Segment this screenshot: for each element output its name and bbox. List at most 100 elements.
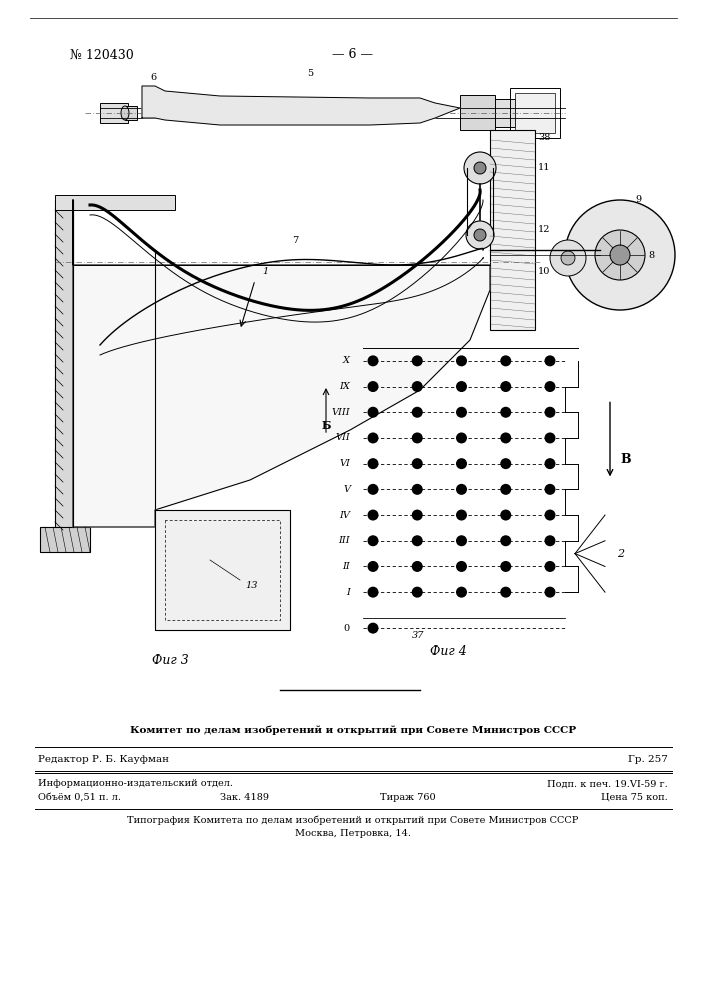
Text: I: I [346, 588, 350, 597]
Bar [510, 88, 560, 138]
Circle shape [501, 535, 511, 546]
Ellipse shape [121, 106, 129, 120]
Text: Б: Б [321, 420, 331, 431]
Circle shape [411, 432, 423, 443]
Bar [515, 93, 555, 133]
Circle shape [456, 381, 467, 392]
Bar [125, 106, 137, 120]
Text: 11: 11 [538, 163, 551, 172]
Circle shape [544, 458, 556, 469]
Circle shape [610, 245, 630, 265]
Bar [100, 103, 128, 123]
Circle shape [544, 587, 556, 598]
Circle shape [544, 484, 556, 495]
Circle shape [501, 432, 511, 443]
Text: III: III [339, 536, 350, 545]
Circle shape [544, 535, 556, 546]
Text: 0: 0 [344, 624, 350, 633]
Text: 1: 1 [262, 267, 268, 276]
Circle shape [565, 200, 675, 310]
Text: 5: 5 [307, 69, 313, 78]
Text: Объём 0,51 п. л.: Объём 0,51 п. л. [38, 792, 121, 802]
Text: Гр. 257: Гр. 257 [628, 754, 668, 764]
Circle shape [456, 458, 467, 469]
Circle shape [456, 510, 467, 521]
Polygon shape [155, 510, 290, 630]
Text: № 120430: № 120430 [70, 48, 134, 62]
Circle shape [368, 432, 378, 443]
Circle shape [464, 152, 496, 184]
Circle shape [456, 407, 467, 418]
Text: Москва, Петровка, 14.: Москва, Петровка, 14. [295, 828, 411, 838]
Circle shape [501, 355, 511, 366]
Circle shape [411, 407, 423, 418]
Text: 13: 13 [245, 580, 257, 589]
Text: Цена 75 коп.: Цена 75 коп. [601, 792, 668, 802]
Text: VII: VII [335, 433, 350, 442]
Polygon shape [142, 86, 460, 125]
Circle shape [501, 561, 511, 572]
Text: — 6 —: — 6 — [332, 48, 373, 62]
Circle shape [368, 561, 378, 572]
Polygon shape [73, 200, 490, 527]
Circle shape [456, 561, 467, 572]
Bar [495, 99, 515, 127]
Circle shape [561, 251, 575, 265]
Text: X: X [343, 356, 350, 365]
Circle shape [501, 381, 511, 392]
Circle shape [544, 432, 556, 443]
Circle shape [368, 623, 378, 634]
Circle shape [595, 230, 645, 280]
Text: Фиг 3: Фиг 3 [151, 654, 188, 666]
Circle shape [368, 587, 378, 598]
Circle shape [411, 535, 423, 546]
Text: 8: 8 [648, 250, 654, 259]
Text: Редактор Р. Б. Кауфман: Редактор Р. Б. Кауфман [38, 754, 169, 764]
Circle shape [501, 458, 511, 469]
Text: Тираж 760: Тираж 760 [380, 792, 436, 802]
Text: II: II [342, 562, 350, 571]
Circle shape [411, 510, 423, 521]
Circle shape [456, 355, 467, 366]
Text: Комитет по делам изобретений и открытий при Совете Министров СССР: Комитет по делам изобретений и открытий … [130, 725, 576, 735]
Circle shape [411, 458, 423, 469]
Circle shape [411, 484, 423, 495]
Circle shape [368, 381, 378, 392]
Circle shape [501, 587, 511, 598]
Text: IX: IX [339, 382, 350, 391]
Circle shape [368, 484, 378, 495]
Circle shape [550, 240, 586, 276]
Text: Зак. 4189: Зак. 4189 [220, 792, 269, 802]
Text: 6: 6 [150, 73, 156, 82]
Circle shape [466, 221, 494, 249]
Circle shape [544, 381, 556, 392]
Circle shape [544, 355, 556, 366]
Circle shape [411, 561, 423, 572]
Text: 12: 12 [538, 226, 551, 234]
Circle shape [368, 535, 378, 546]
Circle shape [544, 407, 556, 418]
Text: V: V [343, 485, 350, 494]
Bar [55, 200, 73, 530]
Circle shape [368, 458, 378, 469]
Bar [55, 195, 175, 210]
Circle shape [501, 407, 511, 418]
Text: 9: 9 [635, 196, 641, 205]
Circle shape [368, 355, 378, 366]
Text: 38: 38 [538, 133, 550, 142]
Text: VIII: VIII [332, 408, 350, 417]
Text: 37: 37 [411, 631, 424, 640]
Circle shape [456, 432, 467, 443]
Circle shape [456, 535, 467, 546]
Text: Фиг 4: Фиг 4 [430, 645, 467, 658]
Bar [40, 527, 90, 552]
Circle shape [456, 484, 467, 495]
Text: VI: VI [339, 459, 350, 468]
Circle shape [544, 561, 556, 572]
Bar [460, 95, 495, 130]
Circle shape [501, 510, 511, 521]
Circle shape [411, 355, 423, 366]
Circle shape [368, 407, 378, 418]
Text: IV: IV [339, 511, 350, 520]
Text: 10: 10 [538, 267, 550, 276]
